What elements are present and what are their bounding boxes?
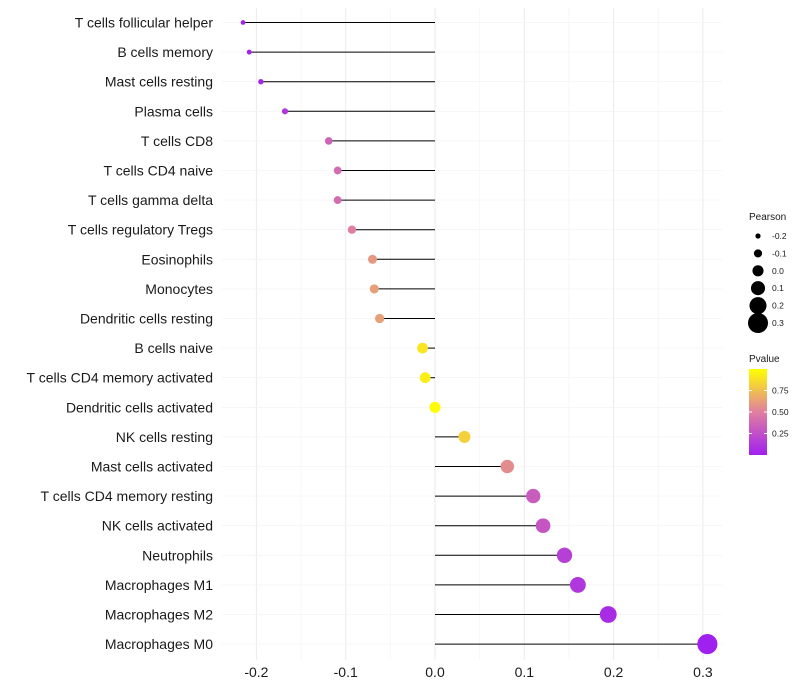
x-axis-tick-labels: -0.2 -0.1 0.0 0.1 0.2 0.3 — [244, 664, 713, 680]
x-tick-label: 0.1 — [515, 664, 535, 680]
category-label: Mast cells activated — [91, 459, 213, 475]
legend-color-tick-label: 0.75 — [772, 386, 789, 396]
category-label: T cells CD8 — [141, 133, 213, 149]
legend-size-label: -0.2 — [772, 231, 787, 241]
category-label: T cells gamma delta — [88, 192, 213, 208]
lollipop-dot — [367, 254, 378, 264]
legend-color-tick-label: 0.25 — [772, 429, 789, 439]
legend-colorbar — [749, 369, 767, 455]
lollipop-dot — [569, 576, 586, 593]
lollipop-dot — [333, 196, 342, 205]
lollipop-dot — [697, 634, 718, 655]
legend-size-title: Pearson — [749, 212, 786, 223]
lollipop-dot — [324, 137, 333, 145]
lollipop-dot — [419, 372, 431, 384]
lollipop-dot — [535, 518, 551, 534]
x-tick-label: 0.3 — [693, 664, 713, 680]
lollipop-dot — [374, 313, 385, 324]
category-label: B cells memory — [117, 44, 213, 60]
lollipop-dot — [458, 430, 471, 443]
legend-size-items: -0.2 -0.1 0.0 0.1 0.2 0.3 — [748, 231, 787, 333]
category-label: Dendritic cells activated — [66, 399, 213, 415]
category-label: Macrophages M1 — [105, 577, 213, 593]
category-label: T cells CD4 naive — [104, 163, 214, 179]
legend-color-ticks: 0.25 0.50 0.75 — [749, 386, 789, 439]
legend-size-dot — [755, 233, 761, 239]
legend-size-dot — [748, 313, 768, 333]
legend-size-dot — [750, 281, 766, 296]
x-tick-label: -0.1 — [334, 664, 358, 680]
legend-size-label: 0.0 — [772, 266, 784, 276]
category-label: T cells follicular helper — [75, 15, 214, 31]
category-labels: T cells follicular helper B cells memory M… — [27, 15, 214, 653]
category-label: Macrophages M0 — [105, 636, 213, 652]
category-label: Monocytes — [145, 281, 213, 297]
category-label: Dendritic cells resting — [80, 311, 213, 327]
lollipop-dot — [369, 284, 379, 294]
lollipop-dot — [240, 20, 246, 25]
category-label: Neutrophils — [142, 547, 213, 563]
lollipop-dot — [333, 166, 342, 175]
category-label: T cells regulatory Tregs — [68, 222, 213, 238]
category-label: T cells CD4 memory resting — [41, 488, 213, 504]
category-label: T cells CD4 memory activated — [27, 370, 213, 386]
legend-size-label: 0.2 — [772, 301, 784, 311]
category-label: NK cells activated — [102, 518, 213, 534]
legend-size-label: -0.1 — [772, 248, 787, 258]
category-label: Eosinophils — [141, 251, 213, 267]
category-label: Plasma cells — [134, 103, 213, 119]
category-label: B cells naive — [134, 340, 213, 356]
legend-size-dot — [749, 297, 767, 315]
lollipop-dot — [429, 401, 441, 413]
legend: Pearson -0.2 -0.1 0.0 0.1 0.2 0.3 Pvalue 0.25… — [748, 212, 789, 455]
legend-size-dot — [753, 249, 763, 258]
x-tick-label: 0.0 — [425, 664, 445, 680]
lollipop-dot — [258, 79, 264, 85]
category-label: Macrophages M2 — [105, 607, 213, 623]
category-label: Mast cells resting — [105, 74, 213, 90]
lollipop-dot — [526, 488, 541, 504]
stem-layer — [243, 22, 708, 645]
legend-size-label: 0.1 — [772, 283, 784, 293]
x-tick-label: 0.2 — [604, 664, 624, 680]
legend-color-title: Pvalue — [749, 354, 780, 365]
lollipop-dot — [246, 49, 252, 55]
lollipop-dot — [500, 459, 515, 474]
x-tick-label: -0.2 — [244, 664, 268, 680]
lollipop-dot — [281, 108, 289, 115]
lollipop-dot — [347, 225, 357, 234]
legend-color-tick-label: 0.50 — [772, 407, 789, 417]
lollipop-dot — [417, 342, 428, 354]
legend-size-dot — [752, 265, 764, 277]
dot-layer — [240, 20, 718, 655]
lollipop-dot — [556, 547, 573, 563]
grid-layer — [222, 8, 722, 660]
legend-size-label: 0.3 — [772, 318, 784, 328]
category-label: NK cells resting — [116, 429, 213, 445]
lollipop-dot — [599, 606, 617, 623]
